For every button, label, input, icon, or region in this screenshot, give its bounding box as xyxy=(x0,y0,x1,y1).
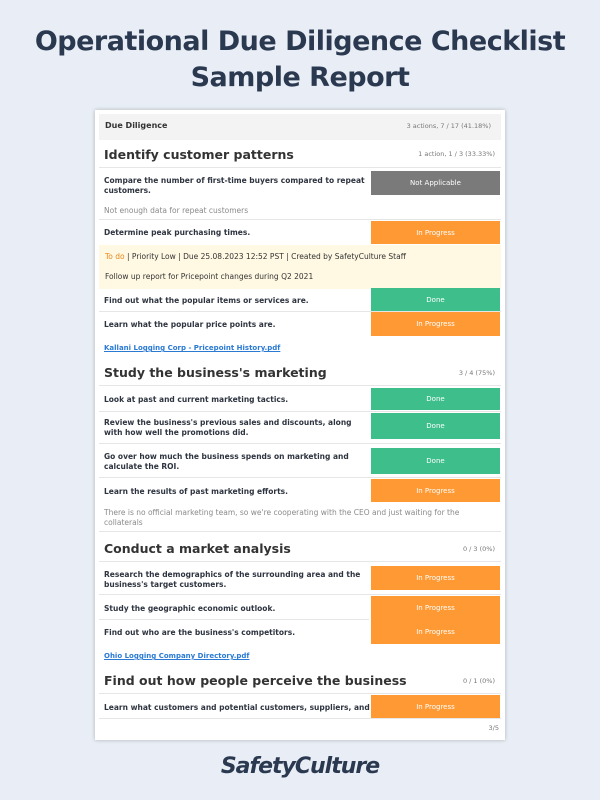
section-title: Study the business's marketing xyxy=(104,365,327,380)
section-summary: 1 action, 1 / 3 (33.33%) xyxy=(418,150,495,158)
status-badge[interactable]: In Progress xyxy=(371,695,500,718)
question: Research the demographics of the surroun… xyxy=(104,570,361,589)
question: Determine peak purchasing times. xyxy=(104,228,251,237)
question: Learn what the popular price points are. xyxy=(104,320,276,329)
divider xyxy=(99,594,501,595)
status-badge[interactable]: Done xyxy=(371,413,500,439)
question: Learn what customers and potential custo… xyxy=(104,703,370,712)
attachment-link[interactable]: Ohio Logging Company Directory.pdf xyxy=(104,652,250,660)
section-title: Identify customer patterns xyxy=(104,147,294,162)
header-label: Due Diligence xyxy=(105,121,168,130)
divider xyxy=(99,443,501,444)
status-badge[interactable]: In Progress xyxy=(371,596,500,620)
divider xyxy=(99,219,501,220)
question: Study the geographic economic outlook. xyxy=(104,604,276,613)
question: Learn the results of past marketing effo… xyxy=(104,487,288,496)
status-badge[interactable]: Done xyxy=(371,448,500,474)
note: There is no official marketing team, so … xyxy=(104,508,460,527)
status-badge[interactable]: In Progress xyxy=(371,312,500,336)
question: Go over how much the business spends on … xyxy=(104,452,349,471)
divider xyxy=(99,411,501,412)
section-summary: 3 / 4 (75%) xyxy=(458,369,495,377)
note: Not enough data for repeat customers xyxy=(104,206,249,215)
status-badge[interactable]: In Progress xyxy=(371,221,500,244)
question: Review the business's previous sales and… xyxy=(104,418,352,437)
safetyculture-logo: SafetyCulture xyxy=(220,754,380,779)
divider xyxy=(99,561,501,562)
status-badge[interactable]: In Progress xyxy=(371,479,500,502)
status-badge[interactable]: In Progress xyxy=(371,566,500,590)
divider xyxy=(99,311,501,312)
status-badge[interactable]: Done xyxy=(371,388,500,410)
section-title: Conduct a market analysis xyxy=(104,541,291,556)
divider xyxy=(99,718,501,719)
section-summary: 0 / 1 (0%) xyxy=(462,677,495,685)
page-number: 3/5 xyxy=(488,724,499,732)
action-text: Follow up report for Pricepoint changes … xyxy=(105,272,314,281)
header-summary: 3 actions, 7 / 17 (41.18%) xyxy=(406,122,491,130)
divider xyxy=(99,693,501,694)
section-summary: 0 / 3 (0%) xyxy=(462,545,495,553)
action-status: To do xyxy=(105,252,125,261)
divider xyxy=(99,619,369,620)
status-badge[interactable]: Done xyxy=(371,288,500,311)
status-badge[interactable]: Not Applicable xyxy=(371,171,500,195)
divider xyxy=(99,385,501,386)
report-page: Due Diligence 3 actions, 7 / 17 (41.18%)… xyxy=(95,110,505,740)
page-title: Operational Due Diligence Checklist Samp… xyxy=(34,26,566,93)
divider xyxy=(99,531,501,532)
section-title: Find out how people perceive the busines… xyxy=(104,673,407,688)
divider xyxy=(99,477,501,478)
divider xyxy=(99,167,501,168)
action-meta: | Priority Low | Due 25.08.2023 12:52 PS… xyxy=(124,252,406,261)
question: Compare the number of first-time buyers … xyxy=(104,176,365,195)
question: Find out what the popular items or servi… xyxy=(104,296,309,305)
question: Find out who are the business's competit… xyxy=(104,628,296,637)
action-item[interactable]: To do | Priority Low | Due 25.08.2023 12… xyxy=(99,245,501,289)
report-header: Due Diligence 3 actions, 7 / 17 (41.18%) xyxy=(99,114,501,140)
attachment-link[interactable]: Kallani Logging Corp - Pricepoint Histor… xyxy=(104,344,281,352)
question: Look at past and current marketing tacti… xyxy=(104,395,289,404)
status-badge[interactable]: In Progress xyxy=(371,620,500,644)
